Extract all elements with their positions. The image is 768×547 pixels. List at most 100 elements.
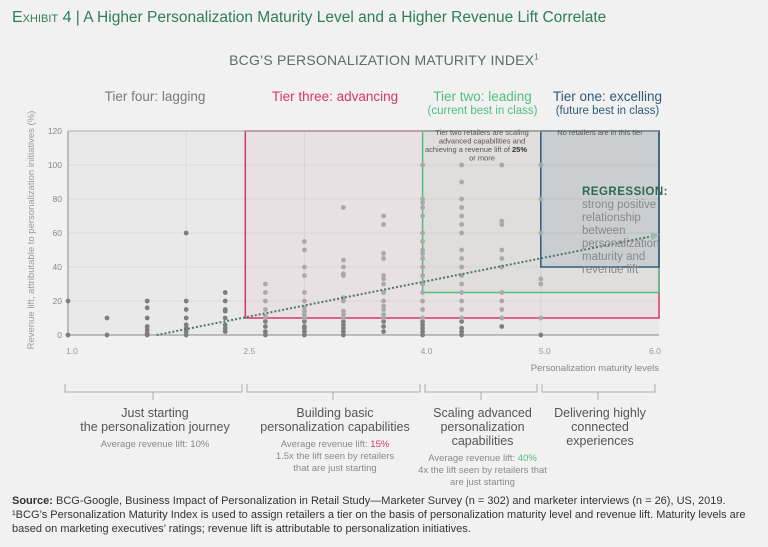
data-point xyxy=(459,281,465,287)
data-point xyxy=(459,325,465,331)
data-point xyxy=(381,315,386,321)
data-point xyxy=(381,298,386,304)
bracket-stage-2 xyxy=(246,384,421,400)
y-tick-label: 80 xyxy=(53,194,63,204)
data-point xyxy=(499,256,505,261)
data-point xyxy=(420,307,425,312)
y-tick-label: 40 xyxy=(53,262,63,272)
stage-delivering-connected: Delivering highly connected experiences xyxy=(554,406,646,448)
chart-subtitle: BCG’S PERSONALIZATION MATURITY INDEX1 xyxy=(0,52,768,68)
source-label: Source: xyxy=(12,495,53,507)
data-point xyxy=(262,307,268,312)
data-point xyxy=(341,322,346,328)
data-point xyxy=(302,308,307,314)
data-point xyxy=(538,162,544,168)
tier-four-label: Tier four: lagging xyxy=(90,89,220,104)
data-point xyxy=(459,230,465,236)
data-point xyxy=(420,213,425,219)
data-point xyxy=(538,281,544,287)
data-point xyxy=(302,290,307,295)
data-point xyxy=(302,298,307,304)
tier-label-text: Tier one: excelling xyxy=(552,89,663,104)
data-point xyxy=(222,322,228,328)
tier-one-label: Tier one: excelling (future best in class… xyxy=(545,89,670,117)
data-point xyxy=(459,332,465,338)
data-point xyxy=(459,222,465,227)
tier-sublabel: (current best in class) xyxy=(427,105,538,117)
data-point xyxy=(381,281,386,287)
data-point xyxy=(341,257,346,263)
data-point xyxy=(420,205,425,210)
bracket-stage-1 xyxy=(64,384,243,400)
data-point xyxy=(381,276,386,282)
data-point xyxy=(341,298,346,304)
tier-label-text: Tier four: lagging xyxy=(104,89,206,104)
data-point xyxy=(420,162,425,168)
data-point xyxy=(499,315,505,321)
data-point xyxy=(144,330,150,336)
data-point xyxy=(302,329,307,334)
data-point xyxy=(420,319,425,324)
data-point xyxy=(459,179,465,185)
axes: 0 20 40 60 80 100 120 1.0 2.5 4.0 5.0 6.0 xyxy=(48,126,661,356)
data-point xyxy=(183,298,189,304)
data-point xyxy=(144,305,150,311)
data-point xyxy=(222,325,228,331)
data-point xyxy=(420,329,425,334)
data-point xyxy=(538,230,544,236)
tier-label-text: Tier two: leading xyxy=(433,89,532,104)
data-point xyxy=(459,307,465,312)
tier-three-label: Tier three: advancing xyxy=(260,89,410,104)
regression-dotted-line xyxy=(156,235,652,336)
source-text: BCG-Google, Business Impact of Personali… xyxy=(52,495,726,507)
data-point xyxy=(104,315,110,321)
scatter-chart: 0 20 40 60 80 100 120 1.0 2.5 4.0 5.0 6.0 Revenue l… xyxy=(26,111,661,374)
x-axis-label: Personalization maturity levels xyxy=(531,363,660,374)
data-point xyxy=(222,290,228,295)
data-point xyxy=(420,256,425,261)
data-point xyxy=(222,329,228,334)
data-point xyxy=(183,322,189,328)
data-point xyxy=(538,276,544,282)
data-point xyxy=(459,247,465,253)
data-point xyxy=(341,271,346,277)
data-point xyxy=(381,256,386,261)
x-tick-label: 2.5 xyxy=(243,346,255,356)
data-point xyxy=(499,298,505,304)
exhibit-title: Exhibit 4 | A Higher Personalization Mat… xyxy=(12,9,606,27)
data-point xyxy=(262,313,268,319)
data-point xyxy=(262,298,268,304)
data-point xyxy=(341,315,346,321)
y-tick-label: 100 xyxy=(48,160,62,170)
data-point xyxy=(420,332,425,338)
regression-text: strong positive relationship between per… xyxy=(582,199,660,276)
data-point xyxy=(341,312,346,317)
data-point xyxy=(499,222,505,227)
data-point xyxy=(459,205,465,210)
tier-region xyxy=(244,130,660,319)
tier-one-note: No retailers are in this tier xyxy=(557,128,643,137)
data-point xyxy=(381,319,386,324)
data-point xyxy=(341,319,346,324)
data-point xyxy=(459,315,465,321)
data-point xyxy=(262,290,268,295)
data-point xyxy=(381,312,386,317)
data-point xyxy=(499,324,505,329)
data-point xyxy=(144,315,150,321)
regression-annotation: REGRESSION: strong positive relationship… xyxy=(582,186,762,277)
data-point xyxy=(420,325,425,331)
data-point xyxy=(341,325,346,331)
data-point xyxy=(420,273,425,278)
data-point xyxy=(144,327,150,333)
data-point xyxy=(222,307,228,312)
data-point xyxy=(459,256,465,261)
data-point xyxy=(262,281,268,287)
tier-two-label: Tier two: leading (current best in class) xyxy=(420,89,545,117)
stage-building-basic: Building basic personalization capabiliti… xyxy=(260,406,410,474)
data-point xyxy=(341,308,346,314)
data-point xyxy=(499,307,505,312)
x-tick-label: 6.0 xyxy=(649,346,661,356)
data-point xyxy=(420,200,425,205)
y-tick-label: 120 xyxy=(48,126,62,136)
data-points xyxy=(65,162,544,338)
